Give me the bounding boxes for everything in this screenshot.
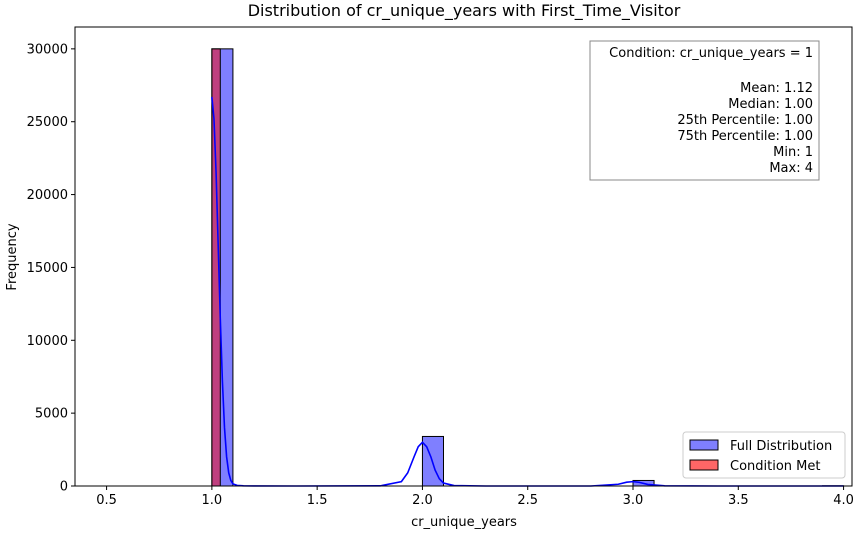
x-axis-title: cr_unique_years (411, 515, 517, 530)
stats-line: Mean: 1.12 (740, 81, 813, 96)
y-tick-label: 10000 (27, 334, 68, 349)
stats-condition: Condition: cr_unique_years = 1 (609, 46, 813, 61)
stats-box: Condition: cr_unique_years = 1 Mean: 1.12… (589, 40, 820, 181)
x-tick-label: 3.0 (623, 493, 644, 508)
y-tick-label: 0 (60, 480, 68, 495)
stats-line: Min: 1 (773, 145, 813, 160)
y-tick-label: 30000 (27, 42, 68, 57)
legend-swatch-full-distribution (689, 439, 719, 451)
stats-box-frame (589, 40, 820, 181)
y-tick-label: 5000 (35, 407, 68, 422)
kde-layer (211, 96, 844, 487)
chart-title: Distribution of cr_unique_years with Fir… (248, 1, 681, 21)
plot-frame (74, 26, 853, 487)
y-tick-label: 20000 (27, 188, 68, 203)
stats-line: Max: 4 (769, 161, 813, 176)
x-tick-label: 0.5 (96, 493, 117, 508)
legend-frame (682, 431, 846, 479)
y-tick-label: 15000 (27, 261, 68, 276)
x-tick-label: 2.5 (517, 493, 538, 508)
legend: Full Distribution Condition Met (682, 431, 846, 479)
stats-line: 25th Percentile: 1.00 (677, 113, 813, 128)
x-tick-label: 4.0 (833, 493, 853, 508)
x-tick-label: 1.5 (307, 493, 328, 508)
kde-line (211, 96, 844, 487)
x-tick-label: 2.0 (412, 493, 433, 508)
y-tick-label: 25000 (27, 115, 68, 130)
y-axis: 0 5000 10000 15000 20000 25000 30000 (27, 42, 75, 495)
legend-label-condition-met: Condition Met (730, 459, 820, 474)
y-axis-title: Frequency (5, 223, 20, 290)
stats-line: Median: 1.00 (728, 97, 813, 112)
x-tick-label: 3.5 (728, 493, 749, 508)
legend-swatch-condition-met (689, 459, 719, 471)
x-tick-label: 1.0 (202, 493, 223, 508)
stats-line: 75th Percentile: 1.00 (677, 129, 813, 144)
x-axis: 0.5 1.0 1.5 2.0 2.5 3.0 3.5 4.0 (96, 486, 853, 508)
legend-label-full-distribution: Full Distribution (730, 439, 832, 454)
